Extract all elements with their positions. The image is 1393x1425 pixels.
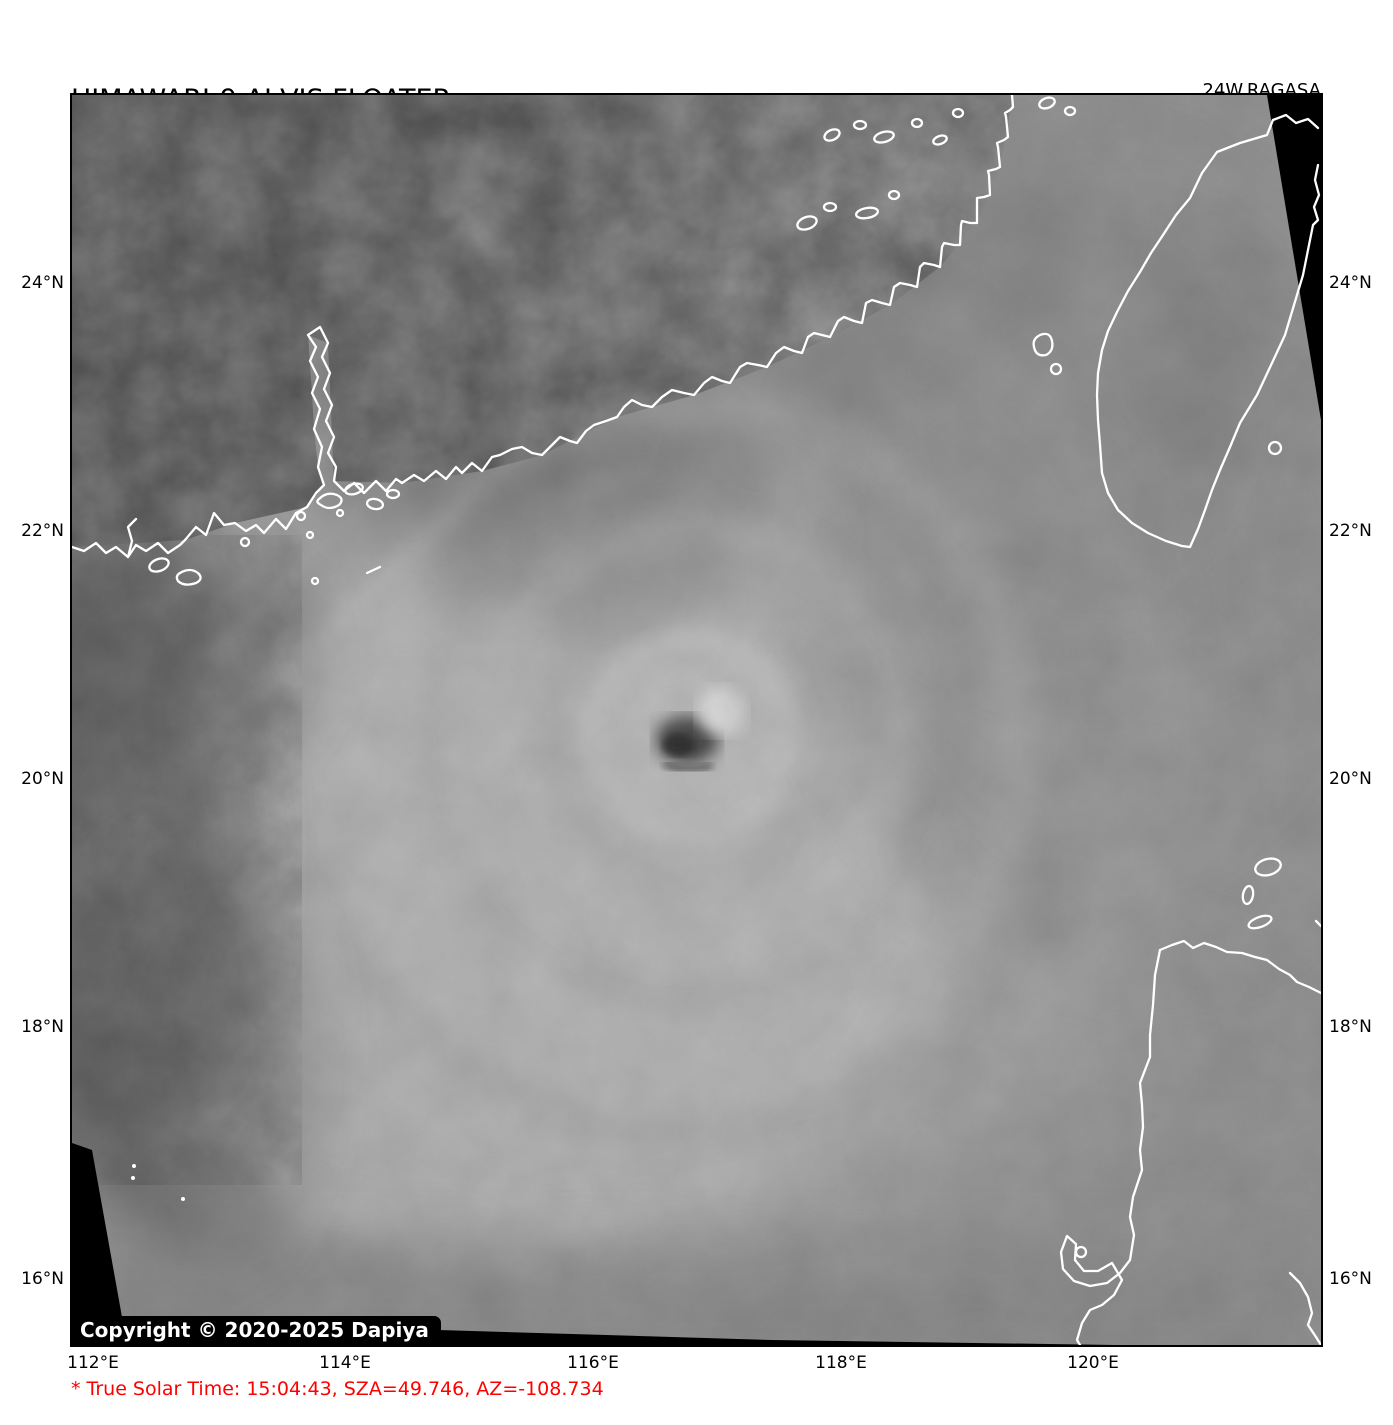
lat-label-right-20n: 20°N xyxy=(1329,769,1372,789)
lat-label-right-16n: 16°N xyxy=(1329,1269,1372,1289)
coastline-taiwan-east xyxy=(1188,163,1321,549)
coastline-taiwan-west xyxy=(1095,118,1275,549)
small-islets xyxy=(131,1164,185,1201)
lon-label-112e: 112°E xyxy=(67,1353,119,1373)
lon-label-114e: 114°E xyxy=(319,1353,371,1373)
coastline-china xyxy=(72,95,1015,559)
lat-label-right-24n: 24°N xyxy=(1329,273,1372,293)
coastline-overlay xyxy=(72,95,1321,1345)
solar-time-note: * True Solar Time: 15:04:43, SZA=49.746,… xyxy=(71,1378,604,1400)
lat-label-left-22n: 22°N xyxy=(21,521,64,541)
lat-label-left-24n: 24°N xyxy=(21,273,64,293)
coastline-luzon-southeast xyxy=(1288,1271,1321,1345)
coastline-luzon-north xyxy=(1158,939,1321,995)
lon-label-118e: 118°E xyxy=(815,1353,867,1373)
lon-label-116e: 116°E xyxy=(567,1353,619,1373)
lat-label-left-20n: 20°N xyxy=(21,769,64,789)
copyright-badge: Copyright © 2020-2025 Dapiya xyxy=(72,1316,441,1345)
cloud-field xyxy=(72,95,1321,1345)
coastline-taiwan-north xyxy=(1271,113,1320,130)
lat-label-right-22n: 22°N xyxy=(1329,521,1372,541)
coastline-luzon-west xyxy=(1059,948,1162,1345)
satellite-image xyxy=(72,95,1321,1345)
lat-label-right-18n: 18°N xyxy=(1329,1017,1372,1037)
lat-label-left-18n: 18°N xyxy=(21,1017,64,1037)
lat-label-left-16n: 16°N xyxy=(21,1269,64,1289)
satellite-map-panel: Copyright © 2020-2025 Dapiya xyxy=(70,93,1323,1347)
lon-label-120e: 120°E xyxy=(1067,1353,1119,1373)
